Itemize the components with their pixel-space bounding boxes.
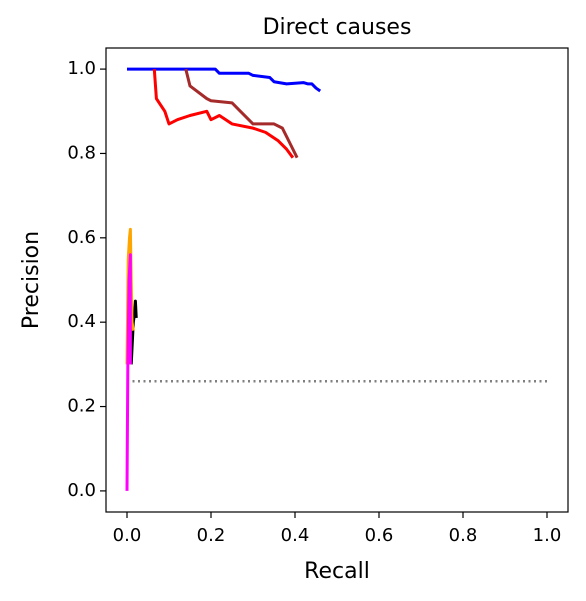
y-tick-label: 0.2 — [67, 396, 96, 417]
x-tick-label: 0.0 — [113, 525, 142, 546]
pr-curve — [184, 68, 299, 159]
y-tick-label: 1.0 — [67, 58, 96, 79]
x-tick-label: 1.0 — [533, 525, 562, 546]
y-axis-label: Precision — [19, 231, 44, 329]
y-tick-label: 0.0 — [67, 480, 96, 501]
x-tick-label: 0.8 — [449, 525, 478, 546]
x-tick-label: 0.2 — [197, 525, 226, 546]
pr-curve — [152, 68, 295, 159]
pr-curve — [129, 299, 138, 365]
pr-curve — [125, 253, 132, 491]
x-tick-label: 0.6 — [365, 525, 394, 546]
y-tick-label: 0.4 — [67, 311, 96, 332]
x-axis-label: Recall — [304, 559, 370, 584]
chart-title: Direct causes — [263, 15, 412, 40]
pr-curve — [127, 67, 322, 93]
x-tick-label: 0.4 — [281, 525, 310, 546]
axes-frame — [105, 47, 569, 513]
pr-curve — [125, 227, 135, 365]
y-tick-label: 0.8 — [67, 142, 96, 163]
y-tick-label: 0.6 — [67, 227, 96, 248]
